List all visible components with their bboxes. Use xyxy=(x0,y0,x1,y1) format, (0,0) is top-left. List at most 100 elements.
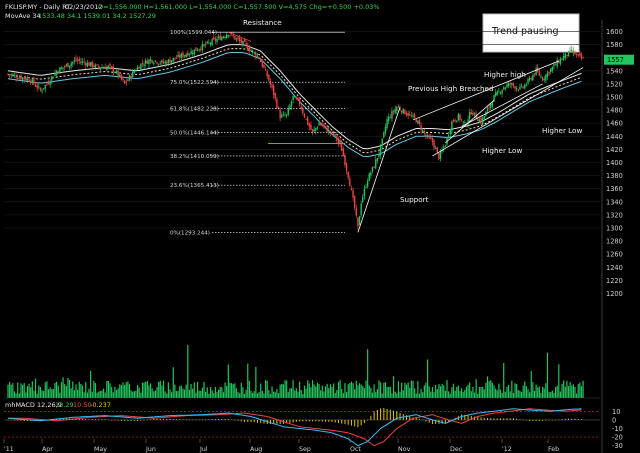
candle-body xyxy=(519,87,521,90)
candle-body xyxy=(190,51,192,55)
candle-body xyxy=(248,48,251,51)
ohlc-label: O=1,556.000 H=1,561.000 L=1,554.000 C=1,… xyxy=(98,3,380,11)
candle-body xyxy=(467,119,469,125)
volume-bar xyxy=(34,378,37,398)
candle-body xyxy=(365,186,367,188)
candle-body xyxy=(326,127,328,132)
volume-bar xyxy=(115,389,118,398)
macd-hist-bar xyxy=(422,419,424,421)
volume-bar xyxy=(240,382,242,398)
macd-hist-bar xyxy=(370,415,372,420)
volume-bar xyxy=(20,383,22,398)
volume-bar xyxy=(182,388,184,398)
candle-body xyxy=(316,127,319,129)
volume-bar xyxy=(524,381,526,398)
candle-body xyxy=(470,112,473,114)
volume-bar xyxy=(389,386,391,398)
candle-body xyxy=(292,95,294,100)
macd-hist-bar xyxy=(538,419,540,421)
volume-bar xyxy=(205,391,207,398)
macd-hist-bar xyxy=(208,419,210,420)
volume-bar xyxy=(174,384,176,398)
candle-body xyxy=(345,163,348,171)
candle-body xyxy=(154,60,157,62)
volume-bar xyxy=(10,384,12,398)
candle-body xyxy=(447,135,450,138)
volume-bar xyxy=(18,393,20,398)
candle-body xyxy=(444,145,447,147)
volume-bar xyxy=(550,392,552,398)
candle-body xyxy=(164,61,166,64)
volume-bar xyxy=(543,388,545,398)
support-label: Support xyxy=(400,195,429,204)
macd-hist-bar xyxy=(389,409,391,420)
macd-hist-bar xyxy=(295,419,297,422)
volume-bar xyxy=(104,392,106,398)
volume-bar xyxy=(412,380,414,398)
volume-bar xyxy=(331,386,333,398)
volume-bar xyxy=(404,382,406,398)
candle-body xyxy=(533,73,536,75)
candle-body xyxy=(545,74,547,81)
candle-body xyxy=(376,158,379,161)
macd-hist-bar xyxy=(568,418,570,420)
volume-bar xyxy=(38,385,40,398)
candle-body xyxy=(525,84,528,86)
macd-hist-bar xyxy=(201,419,203,421)
volume-bar xyxy=(59,392,61,398)
x-tick-label: Feb xyxy=(548,446,559,453)
volume-bar xyxy=(464,389,466,398)
volume-bar xyxy=(388,386,390,398)
wedge-line-2 xyxy=(461,83,543,127)
volume-bar xyxy=(235,388,238,398)
candle-body xyxy=(39,88,42,91)
candle-body xyxy=(328,129,330,132)
macd-hist-bar xyxy=(499,418,501,420)
candle-body xyxy=(88,62,90,66)
volume-bar xyxy=(571,385,573,398)
candle-body xyxy=(120,74,123,80)
volume-bar xyxy=(72,381,74,398)
volume-bar xyxy=(438,383,440,398)
macd-hist-bar xyxy=(522,419,524,421)
volume-bar xyxy=(264,380,267,398)
volume-bar xyxy=(149,383,152,398)
volume-bar xyxy=(441,383,443,398)
volume-bar xyxy=(350,381,353,398)
y-tick-label: 1340 xyxy=(606,198,623,206)
macd-hist-bar xyxy=(561,419,563,420)
macd-hist-bar xyxy=(461,414,463,420)
candle-body xyxy=(34,84,37,87)
volume-bar xyxy=(311,380,314,398)
volume-bar xyxy=(352,383,354,398)
volume-bar xyxy=(195,392,197,398)
candle-body xyxy=(195,47,197,51)
macd-hist-bar xyxy=(256,419,258,423)
macd-hist-bar xyxy=(545,419,547,421)
volume-bar xyxy=(423,385,425,398)
candle-body xyxy=(323,124,325,127)
volume-bar xyxy=(545,383,547,398)
volume-bar xyxy=(119,384,121,398)
volume-bar xyxy=(444,390,446,398)
candle-body xyxy=(294,96,296,98)
candle-body xyxy=(341,144,343,151)
macd-hist-bar xyxy=(367,419,369,421)
volume-bar xyxy=(339,380,341,398)
volume-bar xyxy=(99,390,101,398)
volume-bar xyxy=(297,391,299,398)
volume-bar xyxy=(289,388,291,398)
candle-body xyxy=(287,108,289,115)
volume-bar xyxy=(397,381,400,398)
macd-hist-bar xyxy=(166,418,168,420)
candle-body xyxy=(57,71,59,73)
macd-hist-bar xyxy=(354,419,356,427)
candle-body xyxy=(357,217,359,227)
volume-bar xyxy=(56,381,58,398)
volume-bar xyxy=(268,390,270,398)
volume-bar xyxy=(414,388,416,398)
volume-bar xyxy=(478,387,481,398)
volume-bar xyxy=(394,391,396,398)
volume-bar xyxy=(501,393,503,398)
candle-body xyxy=(234,36,236,40)
